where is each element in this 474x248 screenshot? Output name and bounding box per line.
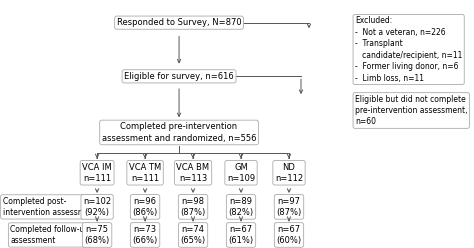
Text: n=98
(87%): n=98 (87%) — [181, 197, 206, 217]
Text: ND
n=112: ND n=112 — [275, 162, 303, 183]
Text: Responded to Survey, N=870: Responded to Survey, N=870 — [117, 18, 241, 27]
Text: Excluded:
-  Not a veteran, n=226
-  Transplant
   candidate/recipient, n=11
-  : Excluded: - Not a veteran, n=226 - Trans… — [355, 16, 462, 83]
Text: n=67
(60%): n=67 (60%) — [276, 225, 301, 245]
Text: Completed post-
intervention assessment: Completed post- intervention assessment — [2, 197, 97, 217]
Text: n=73
(66%): n=73 (66%) — [132, 225, 158, 245]
Text: n=67
(61%): n=67 (61%) — [228, 225, 254, 245]
Text: VCA BM
n=113: VCA BM n=113 — [176, 162, 210, 183]
Text: Completed follow-up
assessment: Completed follow-up assessment — [10, 225, 90, 245]
Text: VCA TM
n=111: VCA TM n=111 — [129, 162, 161, 183]
Text: n=96
(86%): n=96 (86%) — [132, 197, 158, 217]
Text: Eligible but did not complete
pre-intervention assessment,
n=60: Eligible but did not complete pre-interv… — [355, 94, 467, 126]
Text: n=102
(92%): n=102 (92%) — [83, 197, 111, 217]
Text: n=97
(87%): n=97 (87%) — [276, 197, 301, 217]
Text: n=74
(65%): n=74 (65%) — [181, 225, 206, 245]
Text: Completed pre-intervention
assessment and randomized, n=556: Completed pre-intervention assessment an… — [102, 122, 256, 143]
Text: n=89
(82%): n=89 (82%) — [228, 197, 254, 217]
Text: VCA IM
n=111: VCA IM n=111 — [82, 162, 112, 183]
Text: Eligible for survey, n=616: Eligible for survey, n=616 — [124, 72, 234, 81]
Text: n=75
(68%): n=75 (68%) — [84, 225, 109, 245]
Text: GM
n=109: GM n=109 — [227, 162, 255, 183]
